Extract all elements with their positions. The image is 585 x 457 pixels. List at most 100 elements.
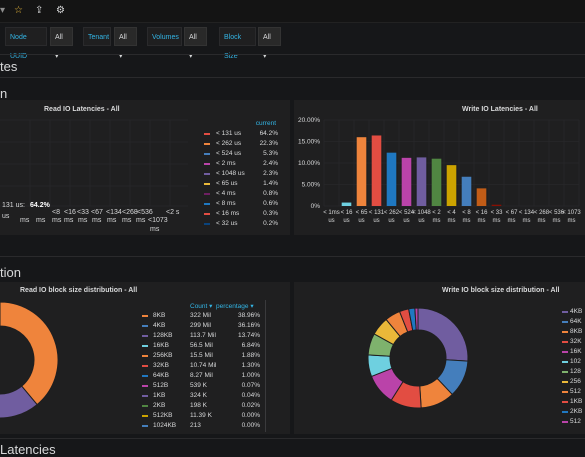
star-icon[interactable]: ☆ bbox=[14, 5, 23, 16]
legend-item[interactable]: 256 bbox=[562, 378, 585, 387]
y-tick-label: 20.00% bbox=[298, 117, 320, 124]
legend-item[interactable]: 8KB bbox=[562, 328, 585, 337]
legend-item[interactable]: 16K bbox=[562, 348, 585, 357]
legend-header-current[interactable]: current bbox=[256, 120, 276, 127]
share-icon[interactable]: ⇪ bbox=[35, 5, 43, 16]
row-percentage: 0.02% bbox=[242, 402, 260, 409]
bar[interactable] bbox=[387, 153, 397, 206]
legend-item[interactable]: 64K bbox=[562, 318, 585, 327]
variable-select-volumes[interactable]: All ▾ bbox=[184, 27, 207, 46]
legend-item[interactable]: 1KB bbox=[562, 398, 585, 407]
row-count: 324 K bbox=[190, 392, 207, 399]
row-percentage: 6.84% bbox=[242, 342, 260, 349]
row-title[interactable]: tion bbox=[0, 265, 21, 280]
legend-item[interactable]: 512 bbox=[562, 388, 585, 397]
bar[interactable] bbox=[357, 137, 367, 206]
legend-item[interactable]: 512 bbox=[562, 418, 585, 427]
row-count: 322 Mil bbox=[190, 312, 211, 319]
x-tick-label: < 1048 bbox=[412, 210, 431, 216]
legend-swatch bbox=[562, 381, 568, 383]
legend-label: < 8 ms bbox=[216, 200, 236, 207]
variable-select-tenant[interactable]: All ▾ bbox=[114, 27, 137, 46]
legend-label: 512 bbox=[570, 388, 581, 395]
donut-slice[interactable] bbox=[0, 302, 58, 405]
row-divider bbox=[0, 438, 585, 439]
bar[interactable] bbox=[372, 135, 382, 206]
legend-item[interactable]: 128 bbox=[562, 368, 585, 377]
x-unit: ms bbox=[150, 226, 159, 233]
legend-swatch bbox=[204, 133, 210, 135]
legend-label: < 16 ms bbox=[216, 210, 239, 217]
legend-label: < 1048 us bbox=[216, 170, 245, 177]
row-percentage: 1.00% bbox=[242, 372, 260, 379]
row-title[interactable]: Latencies bbox=[0, 442, 56, 457]
row-label: 1024KB bbox=[153, 422, 176, 429]
variable-value: All bbox=[119, 34, 127, 41]
variable-select-block-size[interactable]: All ▾ bbox=[258, 27, 281, 46]
column-header-percentage[interactable]: percentage ▾ bbox=[216, 302, 254, 310]
legend-swatch bbox=[204, 143, 210, 145]
legend-item[interactable]: 4KB bbox=[562, 308, 585, 317]
x-unit: ms bbox=[36, 217, 45, 224]
legend-swatch bbox=[142, 425, 148, 427]
row-title[interactable]: n bbox=[0, 86, 7, 101]
bar[interactable] bbox=[492, 205, 502, 206]
legend-value: 0.3% bbox=[263, 210, 278, 217]
row-divider bbox=[0, 77, 585, 78]
legend-label: 64K bbox=[570, 318, 582, 325]
chevron-down-icon[interactable]: ▾ bbox=[0, 5, 5, 16]
row-count: 15.5 Mil bbox=[190, 352, 213, 359]
bar[interactable] bbox=[462, 177, 472, 206]
legend-item[interactable]: < 16 ms 0.3% bbox=[204, 210, 278, 219]
variable-select-node-uuid[interactable]: All ▾ bbox=[50, 27, 73, 46]
legend-item[interactable]: 102 bbox=[562, 358, 585, 367]
bar[interactable] bbox=[447, 165, 457, 206]
row-title[interactable]: tes bbox=[0, 59, 17, 74]
legend-swatch bbox=[142, 365, 148, 367]
column-header-label: percentage bbox=[216, 303, 249, 310]
legend-swatch bbox=[142, 345, 148, 347]
row-count: 10.74 Mil bbox=[190, 362, 216, 369]
legend-item[interactable]: 2KB bbox=[562, 408, 585, 417]
bar[interactable] bbox=[342, 203, 352, 206]
bar[interactable] bbox=[417, 157, 427, 206]
column-header-count[interactable]: Count ▾ bbox=[190, 302, 212, 310]
legend-item[interactable]: 32K bbox=[562, 338, 585, 347]
bar[interactable] bbox=[432, 159, 442, 206]
legend-value: 0.8% bbox=[263, 190, 278, 197]
donut-slice[interactable] bbox=[418, 308, 468, 361]
row-percentage: 0.00% bbox=[242, 422, 260, 429]
legend-label: < 131 us bbox=[216, 130, 241, 137]
variable-label-volumes: Volumes bbox=[147, 27, 182, 46]
x-tick-unit: ms bbox=[433, 218, 441, 224]
row-count: 539 K bbox=[190, 382, 207, 389]
bar[interactable] bbox=[477, 188, 487, 206]
legend-swatch bbox=[142, 355, 148, 357]
x-tick-unit: us bbox=[373, 218, 379, 224]
gear-icon[interactable]: ⚙ bbox=[56, 5, 65, 16]
x-tick-unit: us bbox=[328, 218, 334, 224]
bar[interactable] bbox=[402, 158, 412, 206]
x-unit: ms bbox=[20, 217, 29, 224]
